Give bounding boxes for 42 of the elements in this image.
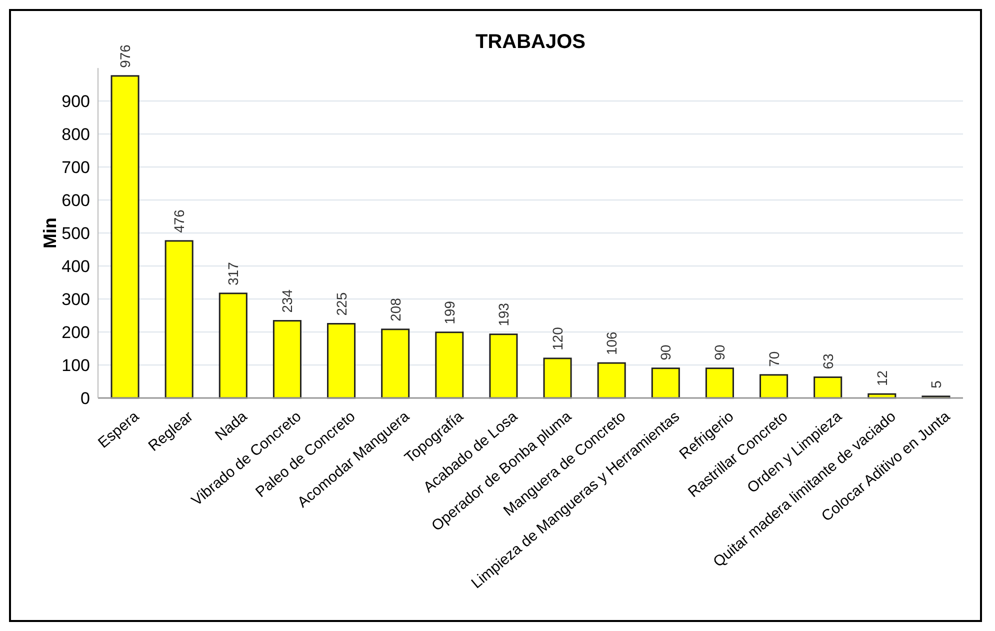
data-label: 193 [495, 302, 512, 326]
data-label: 5 [928, 380, 944, 388]
bar [651, 368, 680, 399]
data-label: 120 [550, 326, 566, 350]
bar [760, 374, 788, 399]
data-label: 12 [874, 370, 890, 386]
bar [597, 362, 626, 399]
y-tick-label: 500 [62, 224, 90, 243]
y-tick-label: 0 [80, 388, 90, 408]
y-tick-label: 300 [62, 290, 90, 309]
y-tick-label: 100 [62, 356, 90, 375]
bar [814, 376, 842, 399]
bar [218, 292, 248, 399]
y-axis-title: Min [40, 218, 60, 248]
data-label: 234 [279, 289, 296, 313]
data-label: 317 [225, 262, 242, 286]
y-tick-label: 900 [62, 92, 90, 111]
y-tick-label: 600 [62, 190, 90, 210]
data-label: 199 [441, 300, 458, 324]
bar [489, 334, 518, 399]
y-tick-label: 400 [62, 256, 90, 276]
bar [543, 358, 572, 399]
data-label: 63 [820, 353, 836, 370]
bar [327, 323, 356, 399]
y-tick-label: 800 [62, 124, 90, 144]
bar [381, 328, 410, 399]
data-label: 106 [604, 331, 620, 356]
data-label: 90 [712, 344, 728, 360]
bar [272, 320, 302, 399]
chart-title: TRABAJOS [475, 31, 586, 53]
data-label: 225 [333, 292, 350, 316]
data-label: 976 [117, 44, 134, 68]
y-tick-label: 200 [62, 322, 90, 342]
bar [705, 368, 734, 399]
data-label: 90 [658, 344, 674, 360]
data-label: 70 [766, 351, 782, 367]
y-tick-label: 700 [62, 158, 90, 177]
bar [164, 240, 194, 399]
data-label: 476 [171, 209, 188, 233]
data-label: 208 [387, 298, 404, 322]
bar [110, 75, 140, 399]
bar [435, 332, 464, 399]
